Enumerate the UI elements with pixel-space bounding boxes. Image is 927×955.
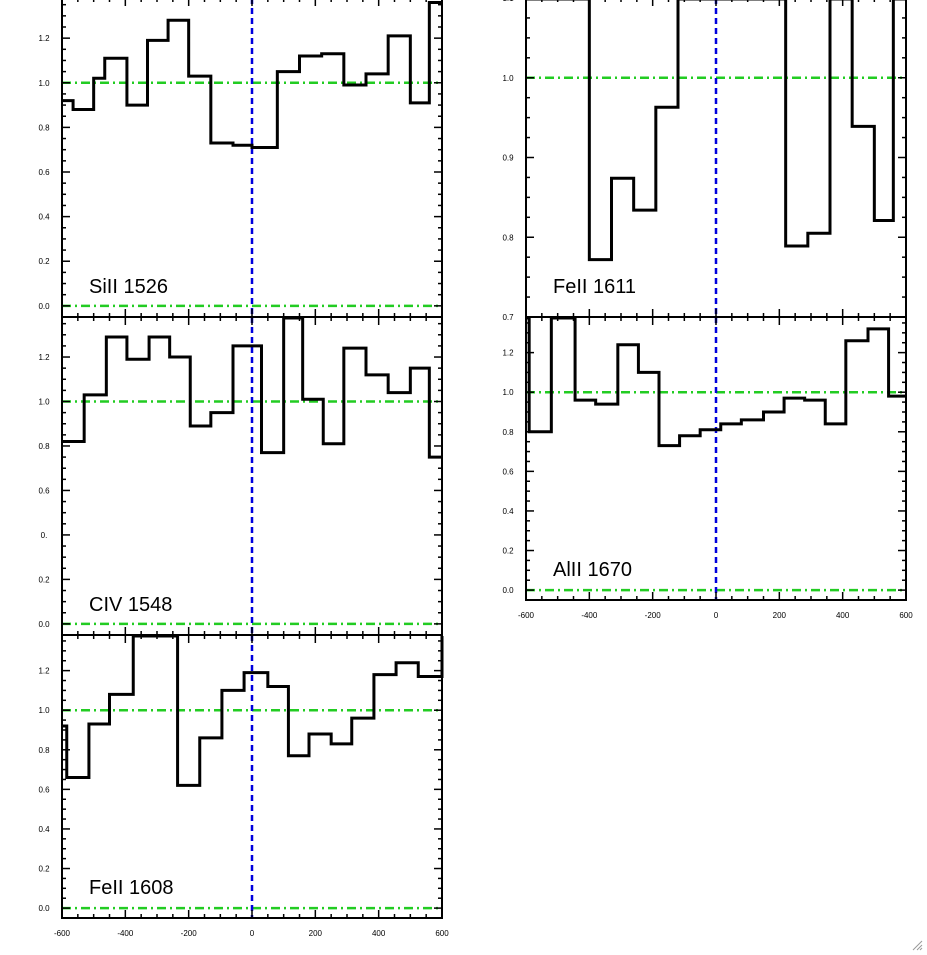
y-tick-label: 0.0	[38, 302, 50, 311]
y-tick-label: 0.4	[38, 213, 50, 222]
y-tick-label: 0.6	[38, 168, 50, 177]
flux-series	[526, 316, 906, 448]
x-tick-label: -200	[181, 929, 198, 938]
y-tick-label: 0.0	[38, 904, 50, 913]
flux-series	[526, 0, 906, 262]
y-tick-label: 0.2	[38, 257, 50, 266]
x-tick-label: -400	[117, 929, 134, 938]
flux-series	[62, 316, 442, 459]
spectrum-panel-3: 0.0 0.2 0.4 0.6 0.8 1.0 1.2 -600 -400 -200 0 200 400…	[38, 634, 449, 938]
ion-label: FeII 1608	[89, 877, 174, 899]
x-tick-label: 600	[899, 611, 913, 620]
y-tick-label: 1.2	[38, 34, 50, 43]
y-tick-label: 0.4	[38, 825, 50, 834]
ion-label: AlII 1670	[553, 559, 632, 581]
y-tick-label: 0.9	[502, 154, 514, 163]
y-tick-label: 0.6	[502, 467, 514, 476]
y-tick-label: 1.2	[502, 349, 514, 358]
x-tick-label: 0	[714, 611, 719, 620]
y-tick-label: 0.8	[38, 123, 50, 132]
y-tick-label: 0.2	[38, 865, 50, 874]
x-tick-label: -200	[645, 611, 662, 620]
x-tick-label: -400	[581, 611, 598, 620]
x-tick-label: 0	[250, 929, 255, 938]
spectrum-panel-5: 0.0 0.2 0.4 0.6 0.8 1.0 1.2 -600 -400 -200 0 200 400…	[502, 316, 913, 620]
y-tick-label: 1.2	[38, 667, 50, 676]
y-tick-label: 0.7	[502, 313, 514, 322]
spectrum-panel-4: 0.7 0.8 0.9 1.0 1.1 FeII 1611	[502, 0, 907, 322]
y-tick-label: 0.8	[38, 442, 50, 451]
y-tick-label: 0.2	[38, 575, 50, 584]
y-tick-label: 0.2	[502, 547, 514, 556]
flux-series	[62, 634, 444, 787]
y-tick-label: 1.0	[38, 79, 50, 88]
ion-label: CIV 1548	[89, 594, 172, 616]
y-tick-label: 0.6	[38, 785, 50, 794]
y-tick-label: 1.0	[502, 388, 514, 397]
y-tick-label: 0.0	[38, 620, 50, 629]
spectrum-panel-1: 0.0 0.2 0.4 0.6 0.8 1.0 1.2 SiII 1526	[38, 0, 443, 318]
y-tick-label: 1.0	[38, 398, 50, 407]
y-tick-label: 0.4	[502, 507, 514, 516]
x-tick-label: 600	[435, 929, 449, 938]
y-tick-label: 1.0	[38, 706, 50, 715]
ion-label: SiII 1526	[89, 276, 168, 298]
y-tick-label: 1.2	[38, 353, 50, 362]
x-tick-label: 200	[309, 929, 323, 938]
spectrum-panel-2: 0.0 0.2 0. 0.6 0.8 1.0 1.2 CIV 1548	[38, 316, 443, 636]
y-tick-label: 0.8	[38, 746, 50, 755]
y-tick-label: 0.8	[502, 233, 514, 242]
resize-grip-icon[interactable]	[911, 939, 923, 951]
flux-series	[62, 0, 442, 149]
y-tick-label: 1.1	[502, 0, 514, 3]
y-tick-label: 0.0	[502, 586, 514, 595]
y-tick-label: 1.0	[502, 74, 514, 83]
x-tick-label: -600	[518, 611, 535, 620]
y-tick-label: 0.	[41, 531, 48, 540]
x-tick-label: 400	[836, 611, 850, 620]
ion-label: FeII 1611	[553, 276, 636, 298]
x-tick-label: 400	[372, 929, 386, 938]
x-tick-label: 200	[773, 611, 787, 620]
y-tick-label: 0.8	[502, 428, 514, 437]
y-tick-label: 0.6	[38, 486, 50, 495]
x-tick-label: -600	[54, 929, 71, 938]
